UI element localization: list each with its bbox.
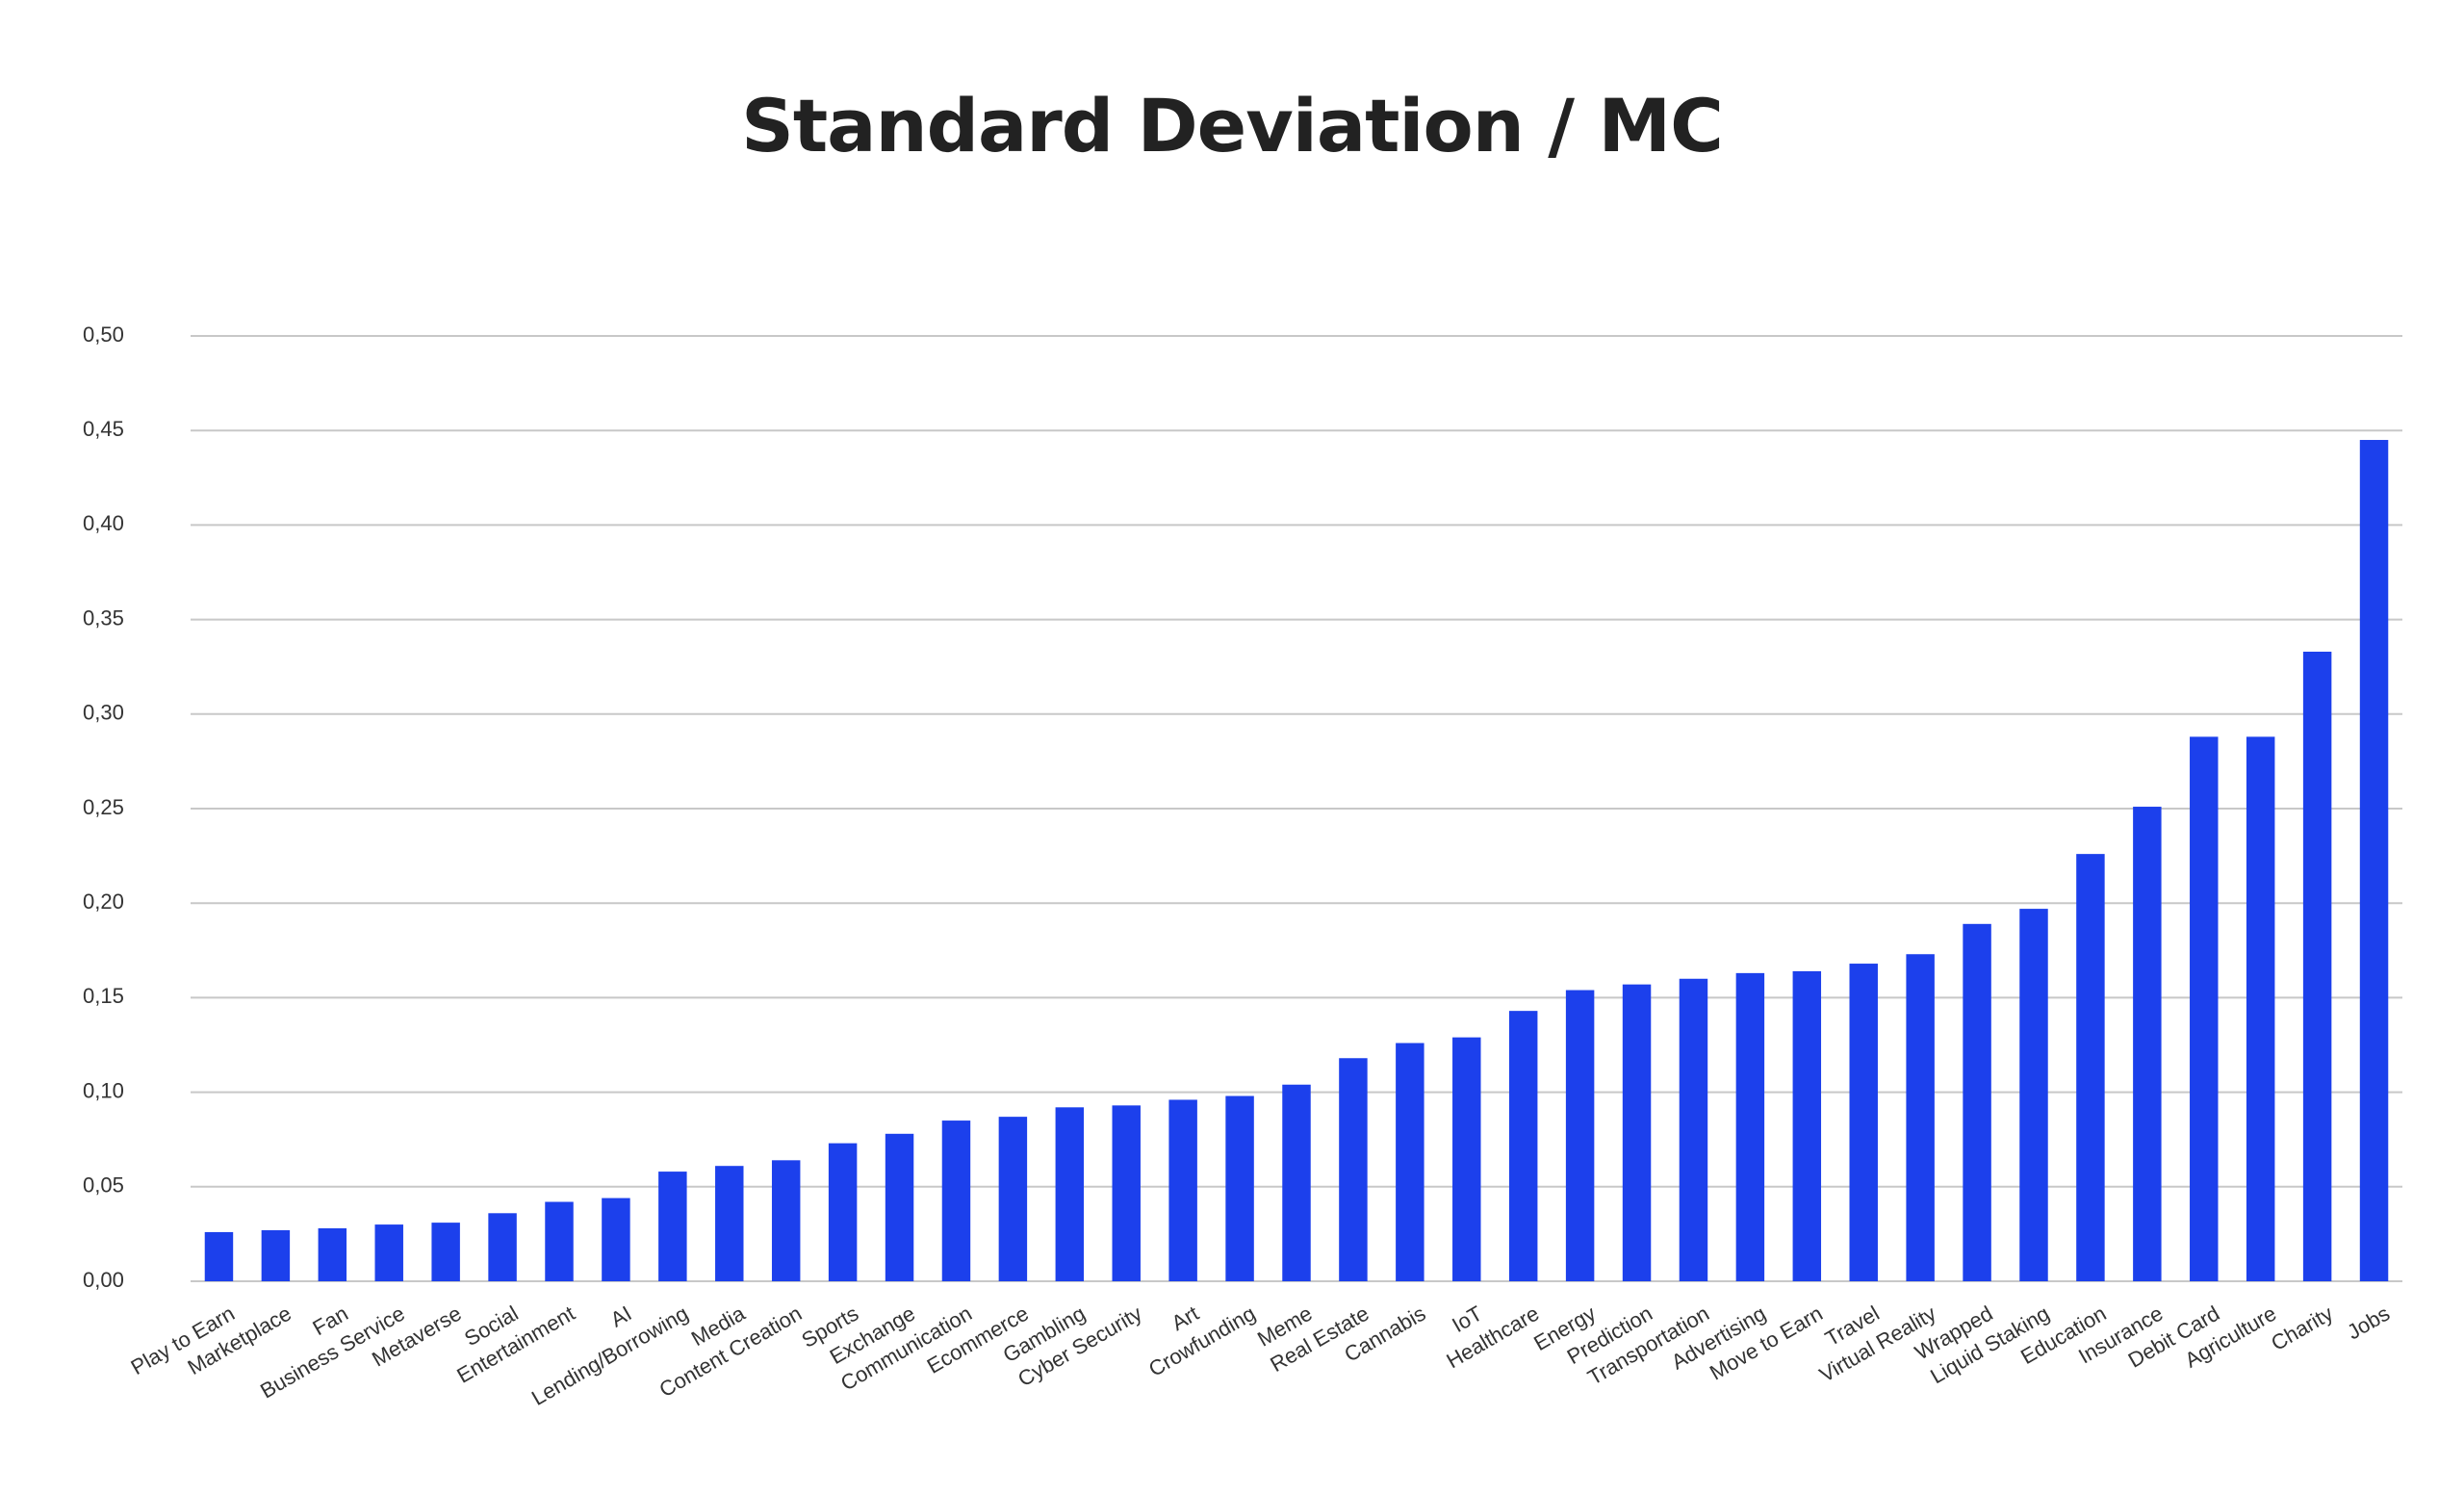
bar (1906, 954, 1935, 1281)
bar (998, 1117, 1028, 1281)
bar (1508, 1011, 1538, 1281)
bar (1339, 1058, 1368, 1281)
bar (1963, 923, 1991, 1281)
bar (2359, 440, 2389, 1281)
bars (204, 440, 2389, 1281)
y-axis-ticks: 0,00 0,05 0,10 0,15 0,20 0,25 0,30 0,35 0,40 0,45… (83, 322, 124, 1292)
bar (1396, 1043, 1424, 1281)
y-tick-label: 0,30 (83, 701, 124, 725)
bar (2133, 807, 2162, 1281)
bar (2019, 909, 2048, 1281)
bar (318, 1228, 347, 1281)
bar (1452, 1037, 1481, 1281)
bar (1225, 1095, 1254, 1281)
bar (602, 1198, 630, 1281)
bar (2302, 651, 2332, 1281)
bar (545, 1201, 574, 1281)
bar (715, 1166, 744, 1281)
y-tick-label: 0,35 (83, 605, 124, 630)
x-tick-label: Charity (2267, 1301, 2337, 1355)
chart-title: Standard Deviation / MC (741, 83, 1724, 168)
bar (2076, 854, 2105, 1281)
x-tick-label: AI (606, 1301, 636, 1332)
bar (1055, 1107, 1085, 1281)
bar (1282, 1084, 1311, 1281)
y-tick-label: 0,15 (83, 984, 124, 1008)
bar (1679, 978, 1708, 1281)
bar (885, 1133, 914, 1281)
y-tick-label: 0,40 (83, 511, 124, 535)
bar (374, 1224, 403, 1281)
x-tick-label: Crowfunding (1144, 1301, 1259, 1381)
y-tick-label: 0,50 (83, 322, 124, 347)
y-tick-label: 0,00 (83, 1268, 124, 1292)
bar (431, 1223, 460, 1281)
y-tick-label: 0,05 (83, 1173, 124, 1198)
bar (1622, 984, 1652, 1281)
bar (204, 1231, 234, 1281)
y-tick-label: 0,10 (83, 1078, 124, 1102)
x-tick-label: Jobs (2343, 1301, 2394, 1345)
bar (771, 1160, 801, 1281)
bar (1565, 990, 1595, 1281)
bar (1168, 1099, 1197, 1281)
bar (261, 1229, 291, 1281)
y-tick-label: 0,45 (83, 417, 124, 441)
y-tick-label: 0,25 (83, 795, 124, 819)
y-tick-label: 0,20 (83, 889, 124, 914)
bar (2190, 736, 2219, 1281)
bar (941, 1120, 971, 1281)
bar (658, 1172, 687, 1281)
bar (1735, 972, 1765, 1281)
bar (828, 1143, 858, 1281)
bar (1849, 964, 1878, 1281)
bar (1792, 970, 1822, 1281)
bar (1112, 1105, 1141, 1281)
bar (488, 1213, 517, 1281)
bar (2246, 736, 2275, 1281)
